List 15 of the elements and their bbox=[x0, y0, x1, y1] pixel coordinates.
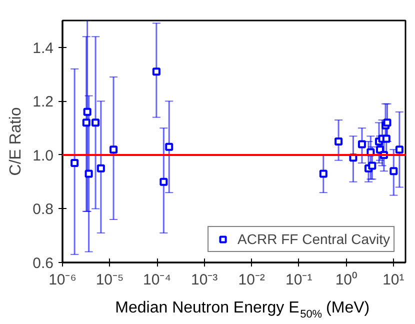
legend-label: ACRR FF Central Cavity bbox=[238, 231, 390, 247]
y-tick-label: 1.0 bbox=[32, 147, 54, 164]
y-axis-title: C/E Ratio bbox=[8, 107, 25, 176]
x-tick-label: 10¹ bbox=[382, 272, 404, 288]
x-tick-label: 10⁻⁵ bbox=[96, 272, 124, 288]
y-tick-label: 1.4 bbox=[32, 40, 54, 57]
x-tick-label: 10⁻¹ bbox=[286, 272, 312, 288]
y-tick-label: 0.8 bbox=[32, 201, 54, 218]
x-tick-label: 10⁻³ bbox=[190, 272, 218, 288]
x-tick-label: 10⁰ bbox=[335, 272, 357, 288]
x-tick-label: 10⁻² bbox=[238, 272, 265, 288]
y-tick-label: 1.2 bbox=[32, 94, 54, 111]
y-tick-label: 0.6 bbox=[32, 255, 54, 272]
x-tick-label: 10⁻⁴ bbox=[142, 272, 172, 288]
x-tick-label: 10⁻⁶ bbox=[48, 272, 76, 288]
